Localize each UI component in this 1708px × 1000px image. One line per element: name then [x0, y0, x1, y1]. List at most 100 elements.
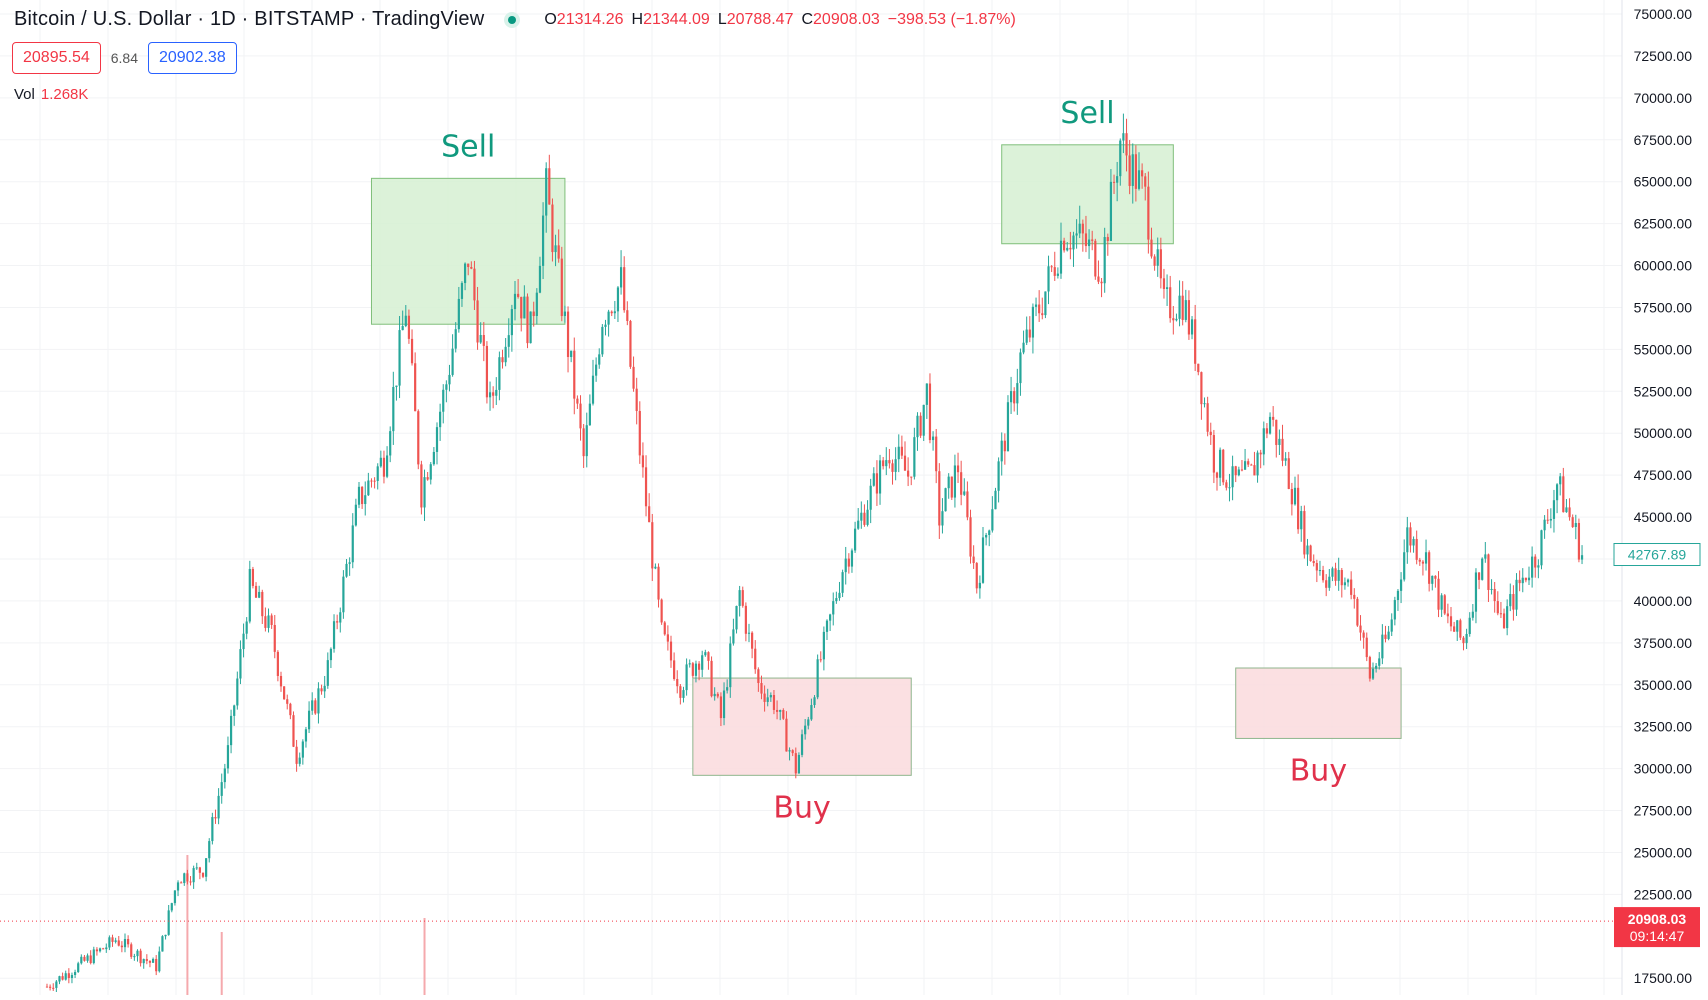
candle-body: [791, 750, 794, 754]
buy-price-button[interactable]: 20902.38: [147, 42, 237, 74]
candle-body: [1362, 632, 1365, 638]
candle-body: [641, 455, 645, 468]
y-tick-label: 47500.00: [1634, 467, 1693, 483]
candle-body: [988, 530, 991, 535]
candle-body: [1346, 579, 1350, 583]
y-tick-label: 57500.00: [1634, 299, 1693, 315]
candle-body: [351, 525, 354, 563]
candle-body: [1009, 391, 1013, 403]
candle-body: [401, 326, 404, 331]
candle-body: [882, 460, 885, 467]
candle-body: [1471, 611, 1474, 618]
candle-body: [1481, 558, 1484, 580]
candle-body: [666, 634, 669, 642]
y-tick-label: 55000.00: [1634, 341, 1693, 357]
candle-body: [504, 346, 507, 363]
candle-body: [560, 258, 563, 317]
candle-body: [1050, 266, 1053, 268]
candle-body: [145, 959, 148, 961]
candle-body: [1159, 249, 1162, 279]
candle-body: [788, 750, 791, 752]
candle-body: [813, 697, 816, 706]
candle-body: [785, 718, 788, 752]
candle-body: [751, 632, 754, 649]
candle-body: [916, 415, 919, 438]
symbol-title[interactable]: Bitcoin / U.S. Dollar · 1D · BITSTAMP · …: [14, 8, 485, 30]
candle-body: [1250, 464, 1253, 466]
candle-body: [1109, 181, 1113, 241]
candle-body: [1056, 273, 1059, 276]
candle-body: [853, 528, 857, 551]
candle-body: [891, 463, 894, 472]
candle-body: [226, 745, 230, 769]
candle-body: [1281, 438, 1284, 461]
candle-body: [931, 436, 935, 441]
candle-body: [981, 537, 985, 583]
candle-body: [1081, 223, 1084, 234]
candle-body: [49, 986, 52, 988]
candle-body: [473, 268, 476, 301]
candle-body: [545, 168, 548, 216]
candle-body: [1306, 545, 1309, 555]
candle-body: [829, 614, 832, 621]
volume-label: Vol: [14, 86, 35, 103]
candle-body: [1490, 588, 1493, 590]
candle-body: [1409, 527, 1412, 546]
candle-body: [747, 632, 751, 634]
candle-body: [98, 948, 102, 952]
candle-body: [345, 563, 348, 577]
candle-body: [1047, 266, 1050, 292]
candle-body: [701, 655, 704, 670]
y-tick-label: 25000.00: [1634, 844, 1693, 860]
volume-bar: [186, 855, 189, 995]
candle-body: [570, 350, 573, 358]
spread-value: 6.84: [110, 50, 138, 66]
candle-body: [311, 700, 314, 711]
candle-body: [1424, 552, 1428, 564]
candle-body: [1403, 552, 1406, 580]
candle-body: [779, 709, 782, 712]
candle-body: [769, 695, 772, 698]
candle-body: [935, 436, 938, 472]
y-tick-label: 40000.00: [1634, 593, 1693, 609]
candle-body: [463, 263, 467, 284]
y-tick-label: 32500.00: [1634, 719, 1693, 735]
candle-body: [70, 974, 74, 979]
candle-body: [258, 591, 261, 598]
candle-body: [320, 688, 323, 692]
candle-body: [1540, 530, 1543, 566]
candle-body: [214, 817, 217, 819]
candle-body: [1474, 572, 1478, 612]
candle-body: [960, 472, 963, 495]
candle-body: [1219, 449, 1222, 478]
candle-body: [910, 476, 913, 478]
candle-body: [1440, 595, 1443, 610]
candle-body: [541, 215, 545, 266]
candle-body: [329, 648, 333, 661]
candle-body: [189, 881, 192, 883]
candle-body: [1137, 170, 1141, 189]
candle-body: [804, 725, 807, 735]
candle-body: [286, 699, 289, 704]
candle-body: [563, 311, 567, 317]
candle-body: [123, 938, 127, 948]
candle-body: [1365, 637, 1368, 658]
candle-body: [613, 311, 616, 314]
candle-body: [364, 495, 367, 505]
candle-body: [900, 446, 903, 456]
candle-body: [866, 509, 869, 525]
last-price-marker-label: 42767.89: [1628, 547, 1687, 563]
candle-body: [64, 973, 67, 980]
candle-body: [161, 936, 164, 952]
volume-legend[interactable]: Vol 1.268K: [14, 86, 88, 103]
candle-body: [417, 411, 420, 465]
candle-body: [1153, 256, 1156, 266]
candle-body: [741, 590, 744, 606]
y-tick-label: 35000.00: [1634, 677, 1693, 693]
candle-body: [1443, 595, 1446, 614]
candle-body: [1577, 523, 1581, 560]
candle-body: [685, 664, 688, 691]
sell-price-button[interactable]: 20895.54: [12, 42, 101, 74]
